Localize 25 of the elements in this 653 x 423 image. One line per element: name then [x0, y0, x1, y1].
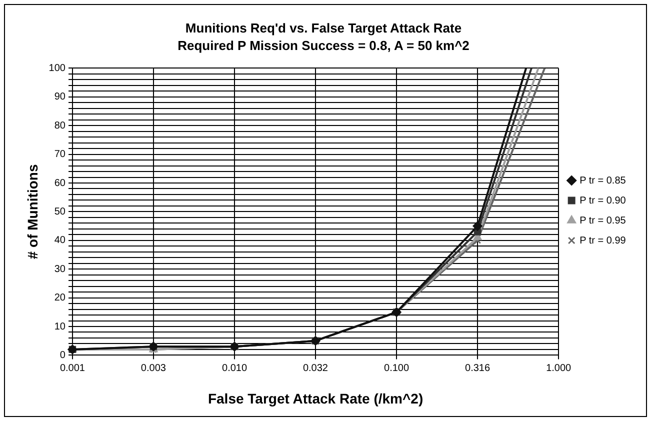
legend-label: P tr = 0.85 [580, 175, 626, 186]
x-tick-label: 0.003 [140, 362, 166, 374]
x-tick-label: 0.100 [384, 362, 410, 374]
x-axis-title: False Target Attack Rate (/km^2) [208, 390, 424, 406]
y-tick-label: 50 [54, 206, 66, 218]
legend-label: P tr = 0.90 [580, 195, 626, 206]
y-tick-label: 0 [60, 350, 66, 361]
y-tick-label: 30 [54, 264, 66, 275]
x-tick-label: 0.010 [222, 362, 248, 374]
chart-title: Munitions Req'd vs. False Target Attack Rate [185, 20, 462, 36]
x-tick-label: 0.032 [302, 362, 328, 374]
y-tick-label: 60 [54, 178, 66, 189]
x-tick-label: 0.316 [465, 362, 490, 374]
y-tick-label: 80 [54, 120, 66, 132]
y-tick-label: 90 [54, 92, 66, 103]
y-tick-label: 100 [48, 62, 66, 74]
y-tick-label: 70 [54, 149, 66, 160]
x-tick-label: 1.000 [546, 362, 572, 374]
y-tick-label: 40 [54, 235, 66, 246]
y-axis-title: # of Munitions [24, 164, 40, 260]
legend-label: P tr = 0.95 [580, 215, 626, 226]
y-tick-label: 10 [54, 321, 66, 332]
y-tick-label: 20 [54, 292, 66, 304]
x-tick-label: 0.001 [60, 362, 86, 374]
legend-label: P tr = 0.99 [580, 235, 626, 246]
